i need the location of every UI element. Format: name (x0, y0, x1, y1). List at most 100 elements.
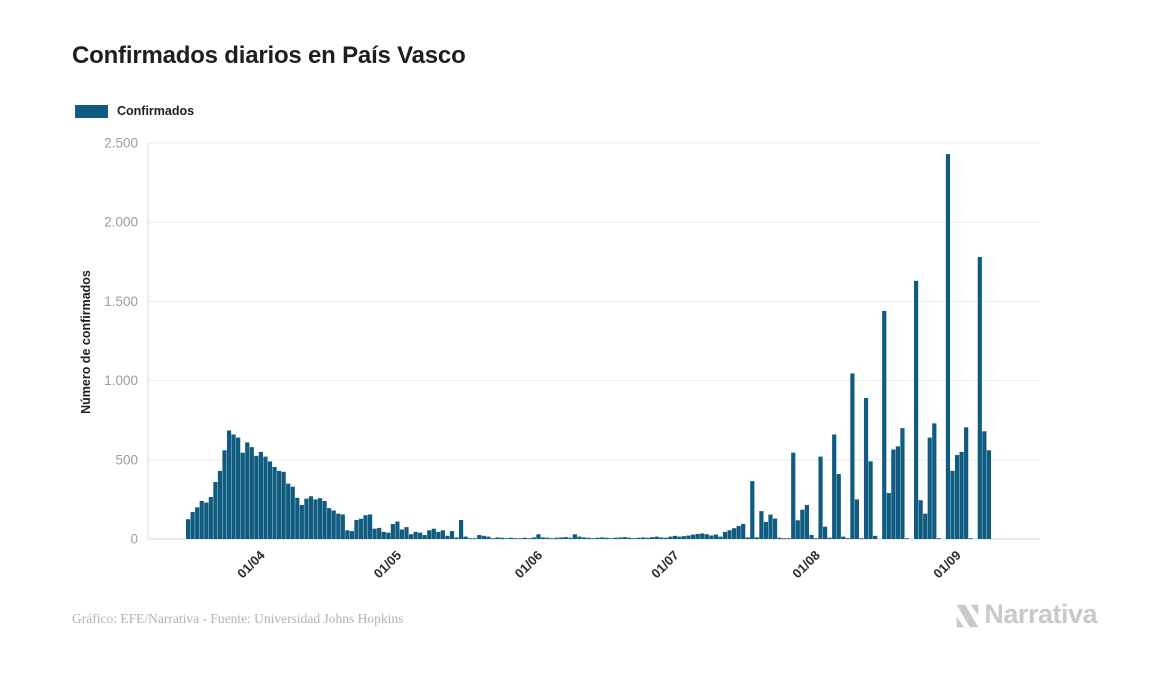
bar (818, 456, 823, 539)
chart-legend: Confirmados (75, 104, 194, 118)
bar (295, 497, 300, 539)
bar (977, 257, 982, 539)
bar (336, 513, 341, 539)
bar (440, 530, 445, 539)
bar (841, 536, 846, 539)
bar (590, 538, 596, 539)
bar (536, 534, 541, 539)
bar (741, 523, 746, 539)
bar (208, 497, 213, 539)
bar (481, 535, 486, 539)
bar (340, 514, 345, 539)
bar (395, 521, 400, 539)
bar (408, 534, 414, 539)
bar (258, 451, 263, 539)
bar (499, 537, 505, 539)
bar (472, 538, 477, 539)
bar (663, 537, 668, 539)
legend-swatch-icon (75, 104, 108, 118)
bar (540, 537, 546, 539)
bar (986, 450, 991, 539)
bar (308, 496, 314, 539)
bar (813, 538, 819, 539)
bar (263, 456, 268, 539)
bar (418, 532, 423, 539)
bar (290, 486, 295, 539)
bar (226, 430, 232, 539)
bar (954, 455, 960, 539)
bar (964, 427, 969, 539)
bar (231, 434, 236, 539)
bar (327, 508, 332, 539)
bar (795, 520, 800, 539)
bar (222, 450, 227, 539)
bar (545, 537, 550, 539)
bar (399, 529, 405, 539)
bar (622, 537, 627, 539)
bar (868, 461, 873, 539)
bar (777, 537, 782, 539)
bar (254, 455, 259, 539)
bar (522, 537, 527, 539)
bar (945, 154, 951, 539)
bar (445, 535, 450, 539)
x-tick-label: 01/05 (371, 548, 405, 582)
y-tick-label: 2.500 (104, 136, 138, 151)
bar (654, 536, 659, 539)
bar (354, 519, 359, 539)
bar (691, 534, 696, 539)
bar (918, 500, 923, 539)
bar (782, 538, 787, 539)
bar (577, 536, 582, 539)
bar (613, 537, 618, 539)
bar (645, 537, 650, 539)
bar (195, 507, 200, 539)
bar (836, 474, 841, 539)
bar (190, 512, 195, 539)
y-tick-label: 0 (130, 532, 138, 547)
bar (240, 452, 245, 539)
bar (186, 519, 191, 539)
bar (845, 538, 850, 539)
bar (659, 537, 664, 539)
bar (331, 510, 336, 539)
bar (763, 521, 769, 539)
x-tick-label: 01/06 (512, 548, 546, 582)
bar (950, 470, 955, 539)
bar (750, 481, 755, 539)
y-tick-label: 1.000 (104, 373, 138, 388)
bar (281, 471, 286, 539)
bar (217, 470, 223, 539)
bar (636, 537, 641, 539)
bar (722, 531, 728, 539)
bar (923, 513, 928, 539)
bar (199, 500, 204, 539)
bar (754, 537, 759, 539)
x-tick-label: 01/04 (234, 547, 268, 581)
bar (413, 531, 418, 539)
bar (381, 531, 386, 539)
bar (882, 310, 887, 539)
narrativa-logo-text: Narrativa (984, 599, 1097, 629)
bar (959, 451, 964, 539)
bar (504, 538, 509, 539)
bar (368, 514, 373, 539)
bar (377, 527, 382, 539)
x-tick-label: 01/08 (789, 548, 823, 582)
x-tick-label: 01/09 (930, 548, 964, 582)
bar (859, 538, 864, 539)
bar (349, 531, 354, 539)
bar (272, 466, 277, 539)
bar (631, 538, 637, 539)
bar (904, 538, 910, 539)
narrativa-logo: Narrativa (952, 599, 1097, 630)
bar (386, 532, 391, 539)
bar (372, 528, 377, 539)
bar (586, 537, 591, 539)
bar (641, 537, 646, 539)
bar (704, 534, 709, 539)
bar (936, 538, 941, 539)
bar (791, 452, 796, 539)
bar (454, 537, 459, 539)
